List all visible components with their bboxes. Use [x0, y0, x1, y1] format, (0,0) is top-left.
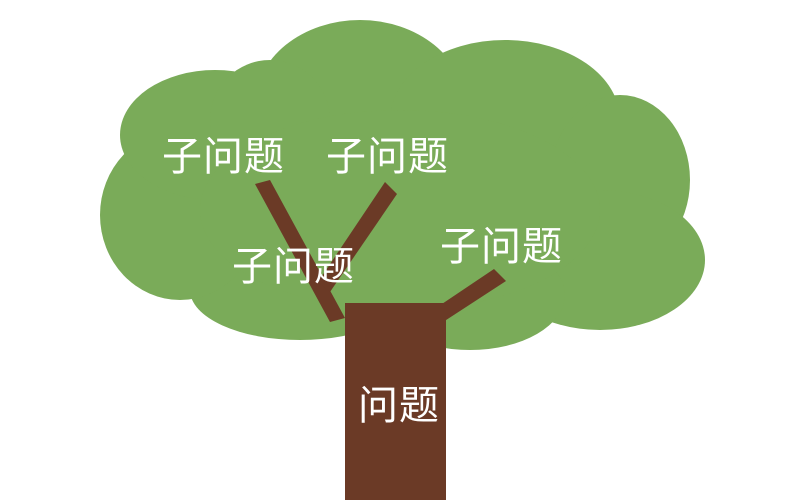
tree-canopy — [100, 20, 705, 350]
sub-problem-label-1: 子问题 — [162, 134, 285, 180]
sub-problem-label-3: 子问题 — [232, 244, 355, 290]
branch-left-inner — [318, 182, 397, 292]
root-problem-label: 问题 — [358, 383, 440, 429]
sub-problem-label-4: 子问题 — [440, 224, 563, 270]
sub-problem-label-2: 子问题 — [326, 134, 449, 180]
branch-left-outer — [255, 180, 345, 322]
tree-trunk — [345, 303, 446, 500]
branch-right — [430, 269, 506, 324]
tree-trunk-and-branches — [255, 180, 506, 500]
